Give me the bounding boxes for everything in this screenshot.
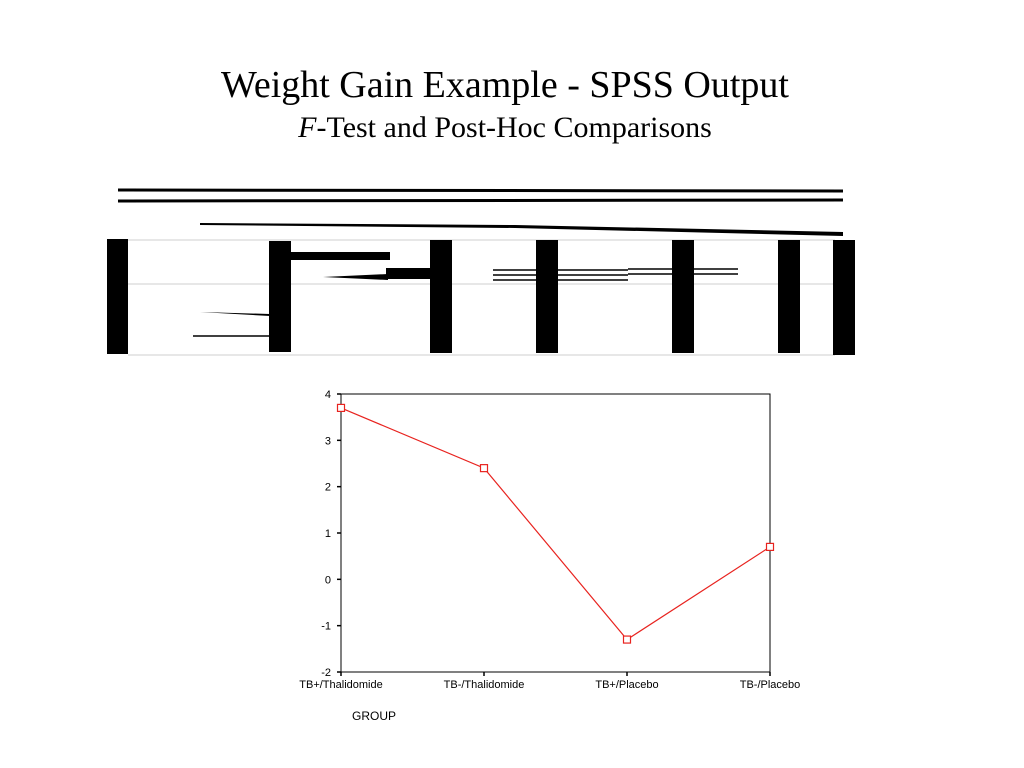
- data-point-marker: [622, 635, 632, 644]
- y-tick-label: 0: [325, 574, 331, 586]
- data-point-marker: [336, 403, 346, 412]
- x-tick-label: TB+/Thalidomide: [299, 679, 382, 691]
- slide-subtitle: F-Test and Post-Hoc Comparisons: [0, 110, 1010, 146]
- y-tick-label: 3: [325, 435, 331, 447]
- y-tick-label: 1: [325, 528, 331, 540]
- x-tick-label: TB+/Placebo: [595, 679, 658, 691]
- slide-title-block: Weight Gain Example - SPSS Output F-Test…: [0, 62, 1010, 146]
- series-layer: [336, 403, 775, 644]
- data-point-marker: [765, 542, 775, 552]
- plot-frame: [340, 393, 771, 673]
- y-tick-label: -1: [321, 621, 331, 633]
- y-tick-label: -2: [321, 667, 331, 679]
- y-tick-label: 2: [325, 482, 331, 494]
- slide-title: Weight Gain Example - SPSS Output: [221, 64, 789, 106]
- x-tick-label: TB-/Placebo: [740, 679, 801, 691]
- data-point-marker: [479, 464, 489, 473]
- y-tick-label: 4: [325, 389, 331, 401]
- x-axis-title: GROUP: [352, 709, 396, 723]
- x-axis: TB+/Thalidomide TB-/Thalidomide TB+/Placeb…: [299, 672, 800, 691]
- subtitle-f-letter: F: [298, 111, 317, 144]
- y-axis: -2 -1 0 1 2 3 4: [321, 389, 341, 679]
- series-line: [340, 407, 771, 641]
- x-tick-label: TB-/Thalidomide: [444, 679, 525, 691]
- subtitle-text: -Test and Post-Hoc Comparisons: [316, 111, 712, 144]
